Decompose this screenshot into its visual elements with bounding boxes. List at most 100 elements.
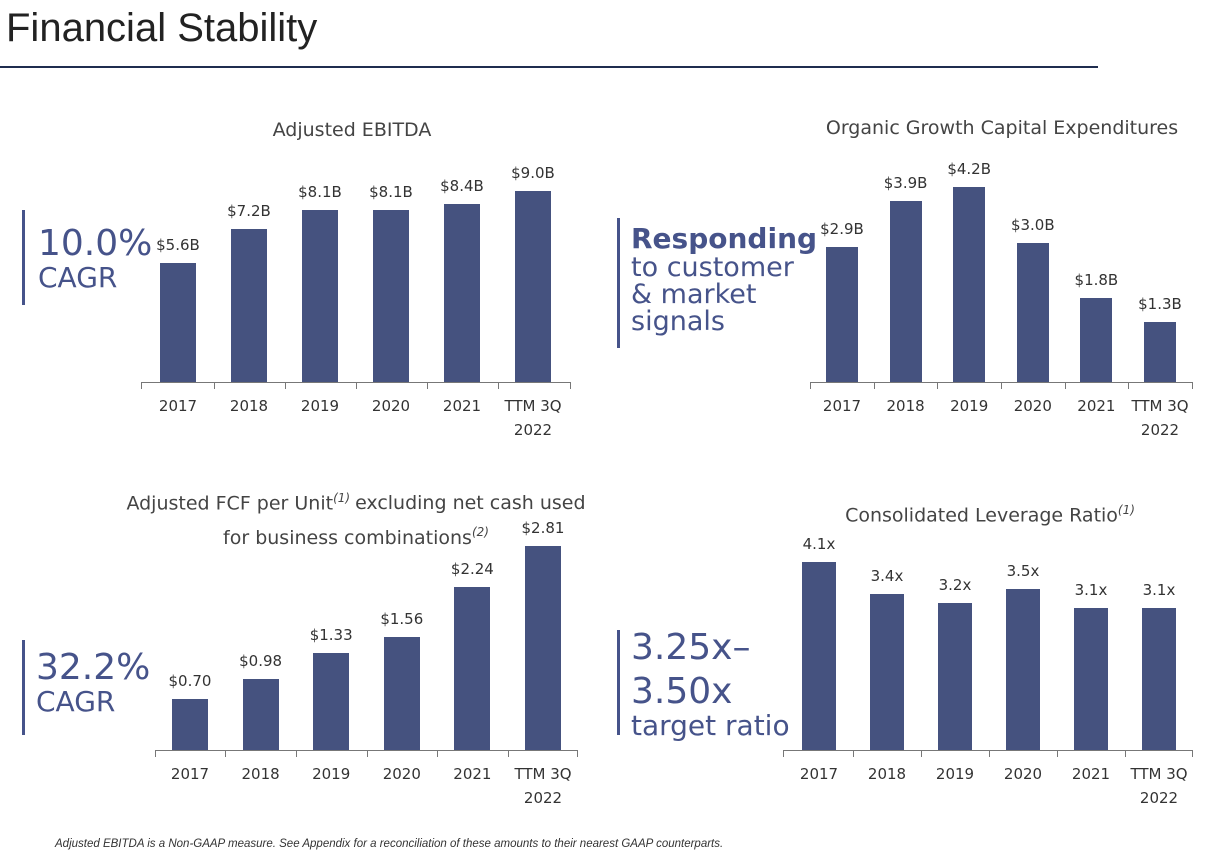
value-label: 3.1x: [1142, 580, 1176, 599]
axis-tick: [810, 382, 811, 389]
axis-tick: [783, 750, 784, 757]
axis-tick: [1064, 382, 1066, 389]
axis-tick: [1192, 382, 1193, 389]
value-label: $1.33: [309, 626, 353, 645]
x-axis: [783, 750, 1192, 751]
axis-tick: [1192, 750, 1193, 757]
axis-tick: [507, 750, 509, 757]
x-tick-label: TTM 3Q 2022: [1130, 765, 1188, 807]
page-title: Financial Stability: [6, 6, 318, 50]
bar: [1080, 298, 1113, 382]
footnote: Adjusted EBITDA is a Non-GAAP measure. S…: [55, 838, 724, 850]
x-tick-label: 2018: [241, 765, 280, 783]
callout-headline: 32.2%: [36, 647, 151, 688]
value-label: $9.0B: [511, 164, 555, 183]
axis-tick: [225, 750, 227, 757]
axis-tick: [1001, 382, 1002, 389]
x-tick-label: 2020: [1013, 397, 1052, 415]
callout-headline: 3.25x–3.50x: [631, 627, 751, 712]
axis-tick: [497, 382, 499, 389]
x-tick-label: 2018: [867, 765, 907, 783]
bar: [515, 191, 551, 382]
bar: [938, 603, 972, 750]
bar: [444, 203, 480, 382]
value-label: 3.2x: [938, 576, 972, 595]
value-label: $0.98: [239, 651, 283, 670]
axis-tick: [873, 382, 875, 389]
value-label: $4.2B: [947, 160, 992, 179]
title-note: (1): [333, 491, 351, 505]
value-label: $2.9B: [820, 220, 864, 239]
bar: [1016, 242, 1049, 382]
axis-tick: [1057, 750, 1058, 757]
x-tick-label: 2021: [442, 397, 482, 415]
x-tick-label: 2019: [312, 765, 351, 783]
chart-title: Organic Growth Capital Expenditures: [792, 114, 1212, 143]
x-tick-label: 2020: [1003, 765, 1043, 783]
x-tick-label: 2019: [935, 765, 975, 783]
x-axis: [155, 750, 577, 751]
axis-tick: [366, 750, 368, 757]
chart-title: Consolidated Leverage Ratio(1): [780, 496, 1200, 530]
bar: [1144, 321, 1176, 382]
x-tick-label: 2020: [382, 765, 421, 783]
title-note: (1): [1117, 503, 1135, 517]
value-label: $1.56: [380, 609, 424, 628]
title-rule: [0, 66, 1098, 68]
axis-tick: [570, 382, 571, 389]
axis-tick: [141, 382, 142, 389]
x-tick-label: 2019: [950, 397, 989, 415]
value-label: $0.70: [168, 672, 212, 691]
value-label: $3.9B: [883, 174, 928, 193]
axis-tick: [921, 750, 922, 757]
x-tick-label: TTM 3Q 2022: [504, 397, 562, 439]
value-label: $3.0B: [1010, 215, 1055, 234]
chart-title: Adjusted FCF per Unit(1) excluding net ca…: [121, 484, 591, 553]
x-tick-label: 2017: [158, 397, 198, 415]
value-label: $8.1B: [298, 183, 342, 202]
x-tick-label: 2021: [1077, 397, 1116, 415]
axis-tick: [437, 750, 439, 757]
x-tick-label: 2021: [453, 765, 492, 783]
bar: [302, 210, 338, 382]
callout-text: to customer & market signals: [631, 252, 794, 337]
axis-tick: [989, 750, 990, 757]
x-tick-label: 2021: [1071, 765, 1111, 783]
bar: [373, 210, 409, 382]
value-label: $2.81: [521, 518, 565, 537]
axis-tick: [355, 382, 357, 389]
axis-tick: [1128, 382, 1130, 389]
axis-tick: [937, 382, 939, 389]
bar: [1006, 589, 1040, 750]
bar: [953, 187, 986, 382]
title-text: Adjusted EBITDA: [272, 119, 432, 141]
value-label: 3.1x: [1074, 580, 1108, 599]
callout-bar: [617, 630, 620, 735]
x-tick-label: 2020: [371, 397, 411, 415]
callout-text: CAGR: [36, 685, 116, 718]
callout-text: CAGR: [38, 261, 118, 294]
value-label: 4.1x: [802, 534, 836, 553]
callout-bar: [617, 218, 620, 348]
value-label: $1.3B: [1138, 294, 1182, 313]
bar: [172, 699, 208, 750]
value-label: $7.2B: [227, 202, 271, 221]
value-label: 3.5x: [1006, 562, 1040, 581]
bar: [889, 201, 922, 382]
chart-title: Adjusted EBITDA: [142, 116, 562, 145]
value-label: $8.4B: [440, 176, 484, 195]
x-tick-label: TTM 3Q 2022: [514, 765, 572, 807]
value-label: $8.1B: [369, 183, 413, 202]
bar: [242, 678, 279, 750]
callout-text: target ratio: [631, 709, 790, 742]
axis-tick: [155, 750, 156, 757]
axis-tick: [295, 750, 297, 757]
bar: [525, 545, 561, 750]
title-text: Adjusted FCF per Unit: [126, 492, 334, 515]
bar: [1142, 607, 1176, 750]
bar: [454, 587, 491, 750]
x-tick-label: 2017: [799, 765, 839, 783]
bar: [802, 561, 836, 750]
axis-tick: [1125, 750, 1126, 757]
